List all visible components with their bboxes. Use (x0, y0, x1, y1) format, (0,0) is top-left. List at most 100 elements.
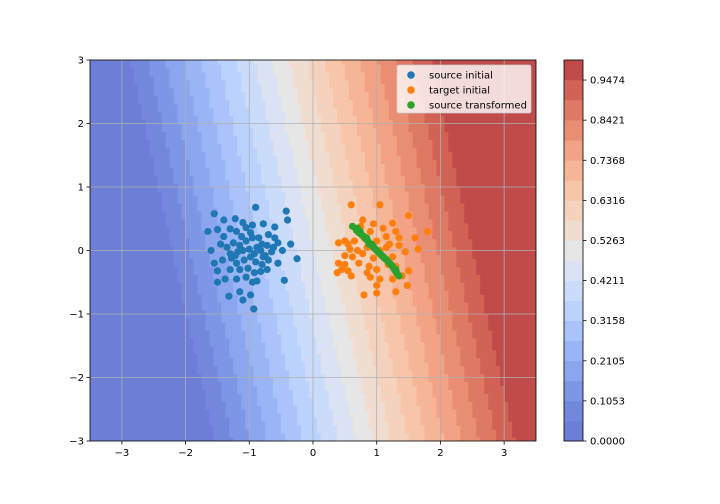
contour-cell (137, 67, 143, 73)
contour-cell (269, 314, 274, 319)
contour-cell (221, 143, 226, 148)
contour-cell (141, 131, 147, 137)
contour-cell (169, 389, 175, 394)
contour-cell (129, 286, 135, 291)
contour-cell (265, 369, 270, 375)
contour-cell (121, 325, 127, 331)
contour-cell (253, 107, 258, 113)
contour-cell (217, 75, 223, 81)
contour-cell (145, 198, 151, 204)
contour-cell (269, 147, 274, 152)
contour-cell (141, 266, 147, 271)
contour-cell (277, 135, 282, 140)
contour-cell (253, 405, 258, 410)
contour-cell (213, 163, 219, 168)
contour-cell (137, 321, 143, 327)
contour-cell (145, 206, 151, 212)
contour-cell (101, 210, 107, 216)
contour-cell (181, 127, 187, 133)
contour-cell (201, 401, 207, 406)
contour-cell (117, 262, 123, 267)
contour-cell (93, 242, 99, 248)
contour-cell (169, 214, 175, 220)
contour-cell (137, 310, 143, 315)
contour-cell (129, 405, 135, 410)
contour-cell (277, 115, 282, 121)
contour-cell (117, 353, 123, 359)
contour-cell (177, 401, 183, 406)
contour-cell (165, 298, 171, 303)
contour-cell (265, 79, 270, 85)
contour-cell (90, 115, 95, 121)
contour-cell (229, 234, 234, 240)
contour-cell (285, 393, 290, 398)
contour-cell (269, 393, 274, 398)
contour-cell (90, 401, 95, 406)
contour-cell (213, 369, 219, 375)
contour-cell (121, 99, 127, 105)
contour-cell (193, 314, 199, 319)
contour-cell (101, 119, 107, 125)
contour-cell (265, 405, 270, 410)
contour-cell (105, 226, 111, 232)
contour-cell (289, 397, 294, 402)
contour-cell (141, 222, 147, 228)
contour-cell (117, 123, 123, 129)
contour-cell (257, 187, 262, 192)
contour-cell (189, 417, 195, 422)
contour-cell (109, 397, 115, 402)
contour-cell (153, 163, 159, 168)
contour-cell (97, 341, 103, 347)
contour-cell (153, 151, 159, 156)
contour-cell (101, 171, 107, 176)
contour-cell (117, 429, 123, 434)
contour-cell (93, 119, 99, 125)
contour-cell (293, 187, 298, 192)
contour-cell (105, 135, 111, 140)
contour-cell (205, 60, 211, 65)
contour-cell (233, 190, 238, 196)
contour-cell (273, 167, 278, 172)
contour-cell (141, 429, 147, 434)
contour-cell (233, 147, 238, 152)
contour-cell (209, 151, 215, 156)
contour-cell (189, 75, 195, 81)
contour-cell (269, 99, 274, 105)
contour-cell (157, 60, 163, 65)
contour-cell (221, 87, 226, 93)
contour-cell (165, 349, 171, 355)
contour-cell (97, 107, 103, 113)
contour-cell (129, 187, 135, 192)
contour-cell (157, 294, 163, 299)
contour-cell (177, 353, 183, 359)
contour-cell (257, 377, 262, 383)
contour-cell (261, 393, 266, 398)
contour-cell (273, 230, 278, 236)
contour-cell (241, 139, 246, 144)
contour-cell (269, 294, 274, 299)
contour-cell (185, 175, 191, 180)
contour-cell (109, 337, 115, 343)
contour-cell (293, 274, 298, 279)
contour-cell (229, 190, 234, 196)
contour-cell (281, 167, 286, 172)
contour-cell (257, 333, 262, 339)
contour-cell (205, 421, 211, 426)
contour-cell (189, 246, 195, 252)
contour-cell (105, 214, 111, 220)
contour-cell (90, 75, 95, 81)
contour-cell (253, 329, 258, 335)
contour-cell (129, 357, 135, 363)
contour-cell (289, 413, 294, 418)
contour-cell (169, 314, 175, 319)
contour-cell (169, 226, 175, 232)
contour-cell (253, 417, 258, 422)
contour-cell (157, 67, 163, 73)
contour-cell (189, 190, 195, 196)
contour-cell (189, 385, 195, 391)
contour-cell (229, 198, 234, 204)
contour-cell (185, 190, 191, 196)
contour-cell (161, 341, 167, 347)
contour-cell (125, 175, 131, 180)
contour-cell (193, 437, 199, 441)
